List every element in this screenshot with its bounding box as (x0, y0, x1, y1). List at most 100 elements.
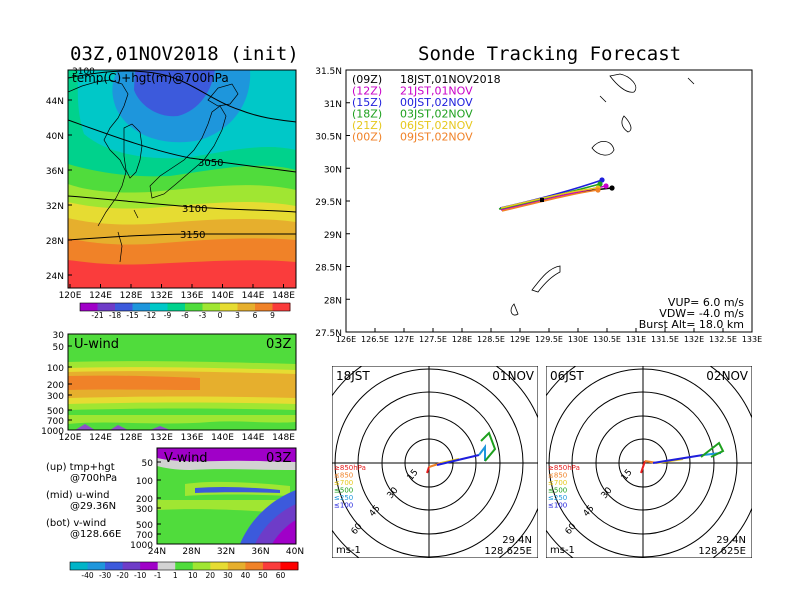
hodo-trace (652, 454, 704, 464)
v-lat-tick: 32N (217, 547, 235, 557)
temp-colorbar-swatch (167, 303, 186, 311)
u-lon-tick: 140E (211, 433, 234, 443)
temperature-field (68, 70, 296, 288)
sonde-track-panel: (09Z) 18JST,01NOV2018 (12Z) 21JST,01NOV (15Z… (315, 67, 762, 344)
v-wind-frame (156, 447, 297, 545)
hodo-trace (700, 441, 725, 458)
u-lon-tick: 132E (150, 433, 173, 443)
u-lon-tick: 128E (120, 433, 143, 443)
map-lat-tick: 32N (46, 202, 64, 212)
map-lon-tick: 120E (59, 291, 82, 301)
temp-colorbar-swatch (255, 303, 273, 311)
hodo-level-label: ≤500 (548, 487, 567, 495)
track-lon-tick: 130.5E (593, 335, 621, 344)
sonde-track-end (603, 183, 609, 189)
map-lon-tick: 140E (211, 291, 234, 301)
map-lat-tick: 44N (46, 97, 64, 107)
hodo-level-label: ≥850hPa (334, 464, 366, 472)
v-wind-time: 03Z (266, 451, 292, 466)
track-lon-tick: 131E (626, 335, 646, 344)
track-lon-tick: 129.5E (535, 335, 563, 344)
map-lon-tick: 128E (120, 291, 143, 301)
temp-colorbar-swatch (115, 303, 133, 311)
hodo-level-label: ≤100 (334, 502, 353, 510)
temp-colorbar-tick: -3 (199, 311, 207, 320)
coastlines (68, 79, 239, 263)
wind-colorbar: -40 -30 -20 -10 -1 1 10 20 30 40 50 60 (69, 561, 299, 580)
wind-colorbar-swatch (122, 562, 141, 570)
burst-text: Burst Alt= 18.0 km (639, 318, 744, 331)
wind-colorbar-swatch (245, 562, 264, 570)
hodo-trace (480, 431, 497, 462)
note-sub: @29.36N (70, 501, 116, 512)
legend-time: 06JST,02NOV (400, 119, 473, 132)
u-lon-tick: 136E (181, 433, 204, 443)
track-lat-tick: 31.5N (315, 67, 342, 77)
legend-time: 21JST,01NOV (400, 85, 473, 98)
track-lon-tick: 132.5E (709, 335, 737, 344)
wind-colorbar-tick: 20 (206, 571, 216, 580)
v-pressure-tick: 50 (142, 459, 154, 469)
hodo-date: 01NOV (492, 369, 534, 383)
temp-colorbar-swatch (237, 303, 256, 311)
u-pressure-tick: 1000 (41, 427, 64, 437)
wind-colorbar-tick: 1 (173, 571, 178, 580)
sonde-track-line (501, 189, 599, 212)
wind-colorbar-swatch (175, 562, 194, 570)
track-lon-tick: 131.5E (651, 335, 679, 344)
v-pressure-tick: 200 (136, 495, 153, 505)
u-pressure-tick: 300 (47, 392, 64, 402)
map-lat-tick: 36N (46, 167, 64, 177)
hodo-lon: 128.625E (484, 546, 532, 557)
wind-colorbar-frame (69, 561, 299, 571)
note-sub: @128.66E (70, 529, 121, 540)
hodo-date: 02NOV (706, 369, 748, 383)
wind-colorbar-tick: -30 (99, 571, 111, 580)
hodo-level-label: ≤500 (334, 487, 353, 495)
u-pressure-tick: 200 (47, 381, 64, 391)
temp-colorbar-tick: 6 (253, 311, 258, 320)
legend-code: (12Z) (352, 85, 382, 98)
islands (510, 73, 695, 316)
u-lon-tick: 120E (59, 433, 82, 443)
u-wind-label: U-wind (74, 337, 119, 352)
track-lat-tick: 30N (324, 165, 342, 175)
hodograph-right (546, 366, 752, 558)
hodograph-left-text: 18JST 01NOV29.4N128.625Ems-115304560≥850h… (334, 369, 535, 557)
v-pressure-tick: 100 (136, 477, 153, 487)
u-pressure-tick: 30 (53, 331, 65, 341)
v-wind-lat-ticks: 24N 28N 32N 36N 40N (148, 547, 304, 557)
track-legend: (09Z) 18JST,01NOV2018 (12Z) 21JST,01NOV (15Z… (352, 73, 501, 144)
legend-code: (18Z) (352, 108, 382, 121)
track-lon-tick: 127E (394, 335, 414, 344)
temp-colorbar-swatch (97, 303, 116, 311)
temp-colorbar-swatch (185, 303, 203, 311)
map-lon-tick: 132E (150, 291, 173, 301)
u-wind-field (68, 334, 296, 430)
track-lon-tick: 126E (336, 335, 356, 344)
hodo-unit: ms-1 (550, 545, 575, 556)
temperature-colorbar: -21 -18 -15 -12 -9 -6 -3 0 3 6 9 (79, 302, 291, 320)
v-pressure-tick: 1000 (130, 541, 153, 551)
u-pressure-tick: 100 (47, 364, 64, 374)
hodo-level-label: ≤700 (548, 479, 567, 487)
v-lat-tick: 28N (182, 547, 200, 557)
hodo-lat: 29.4N (502, 535, 532, 546)
wind-colorbar-swatch (192, 562, 211, 570)
launch-marker (540, 198, 544, 202)
temp-colorbar-swatch (150, 303, 168, 311)
hodo-trace (426, 466, 430, 474)
contour-label-3050: 3050 (198, 158, 223, 169)
legend-time: 00JST,02NOV (400, 96, 473, 109)
track-lat-tick: 27.5N (315, 329, 342, 339)
hodo-lon: 128.625E (698, 546, 746, 557)
temp-colorbar-tick: -15 (126, 311, 138, 320)
map-lon-ticks: 120E 124E 128E 132E 136E 140E 144E 148E (59, 284, 295, 301)
track-lon-tick: 133E (742, 335, 762, 344)
hodo-level-label: ≤850 (334, 472, 353, 480)
v-pressure-tick: 300 (136, 505, 153, 515)
temp-colorbar-tick: 3 (235, 311, 240, 320)
temp-colorbar-swatch (202, 303, 221, 311)
